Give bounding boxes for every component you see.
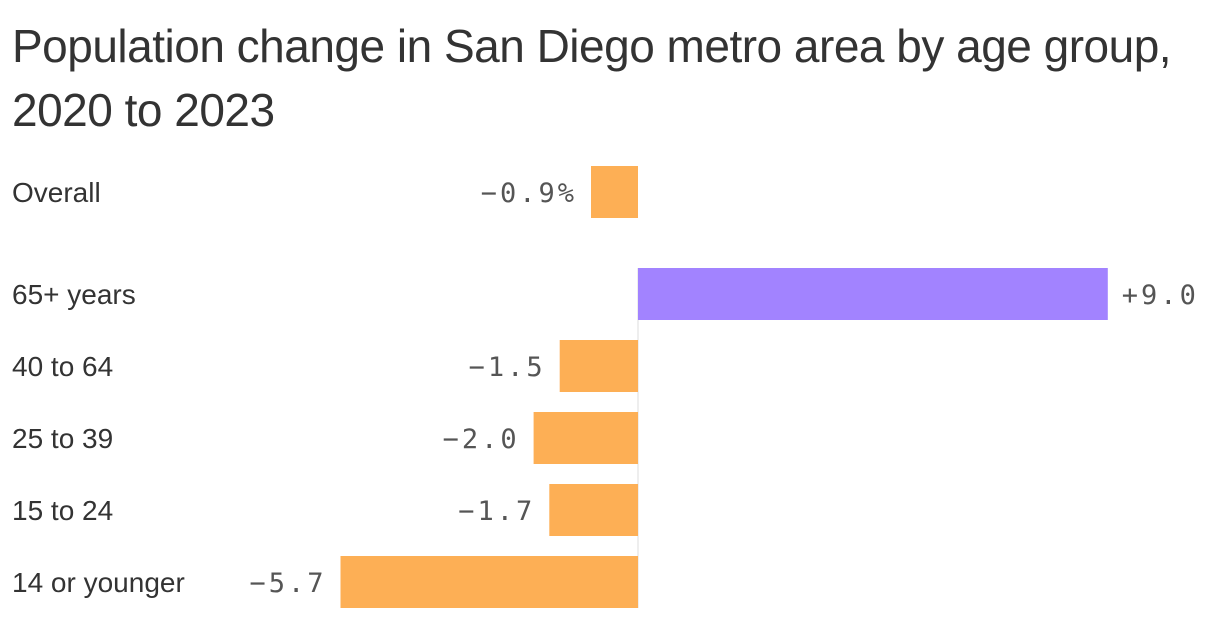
bar [533,412,638,464]
value-label: −1.7 [458,496,535,527]
bar [591,166,638,218]
category-label: 14 or younger [12,567,185,598]
bar [549,484,638,536]
value-label: −1.5 [469,352,546,383]
value-label: −0.9% [481,178,577,209]
category-label: 25 to 39 [12,423,113,454]
category-label: Overall [12,177,101,208]
value-label: −5.7 [249,568,326,599]
category-label: 65+ years [12,279,136,310]
category-label: 40 to 64 [12,351,113,382]
value-label: +9.0 [1122,280,1199,311]
value-label: −2.0 [443,424,520,455]
bar [638,268,1108,320]
chart-title: Population change in San Diego metro are… [12,20,1172,136]
bar [340,556,638,608]
bar [559,340,638,392]
category-label: 15 to 24 [12,495,113,526]
